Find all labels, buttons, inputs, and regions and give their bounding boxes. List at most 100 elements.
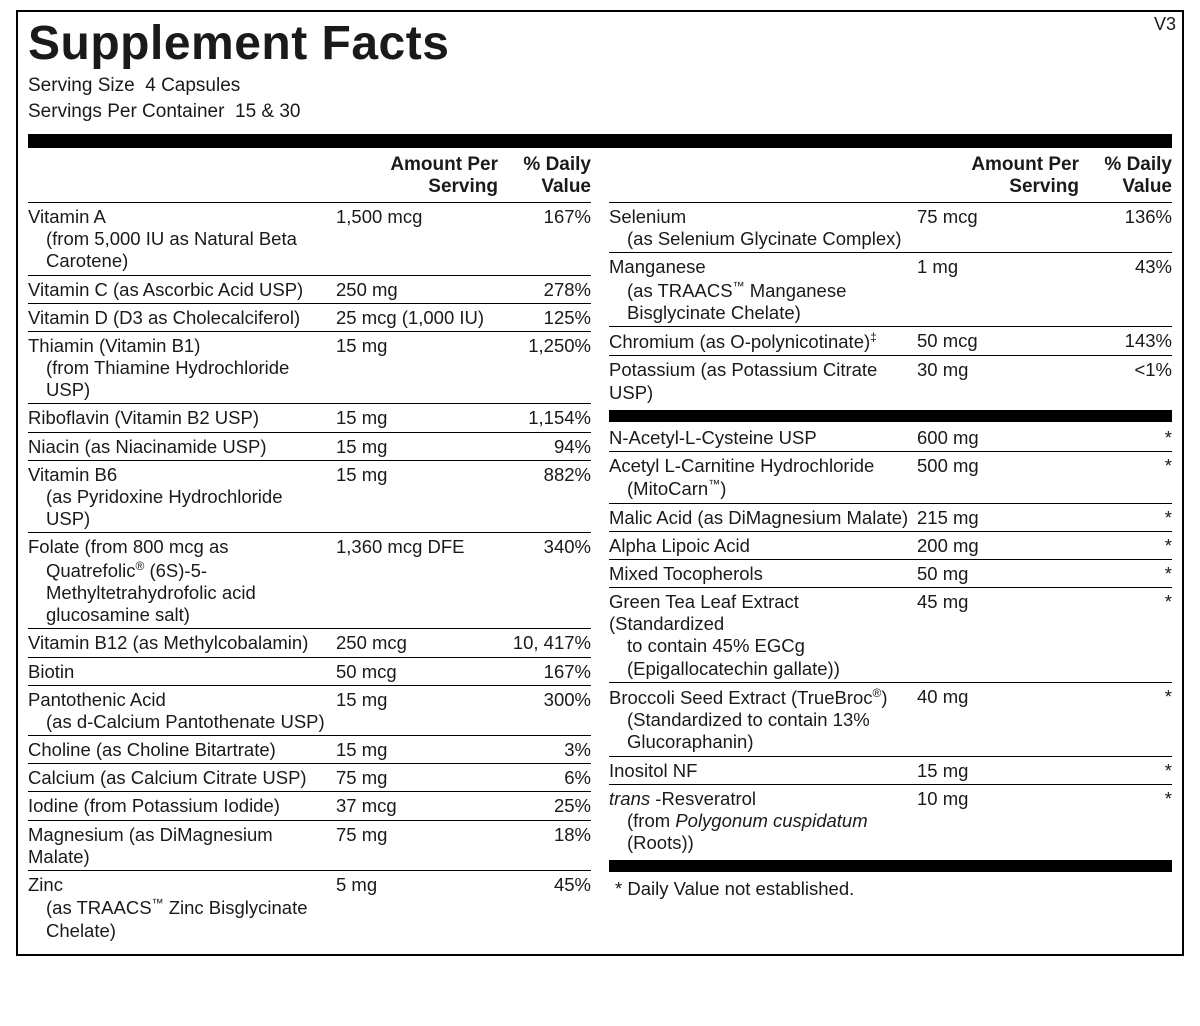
- nutrient-name: Thiamin (Vitamin B1)(from Thiamine Hydro…: [28, 335, 336, 402]
- table-row: Green Tea Leaf Extract (Standardizedto c…: [609, 588, 1172, 683]
- nutrient-amount: 45 mg: [917, 591, 1087, 613]
- nutrient-amount: 10 mg: [917, 788, 1087, 810]
- left-column: Amount Per Serving % Daily Value Vitamin…: [28, 148, 591, 943]
- nutrient-dv: 1,154%: [506, 407, 591, 429]
- nutrient-amount: 250 mg: [336, 279, 506, 301]
- nutrient-sub: (MitoCarn™): [609, 477, 911, 500]
- nutrient-name: Alpha Lipoic Acid: [609, 535, 917, 557]
- table-row: Thiamin (Vitamin B1)(from Thiamine Hydro…: [28, 332, 591, 405]
- table-row: Zinc(as TRAACS™ Zinc Bisglycinate Chelat…: [28, 871, 591, 944]
- nutrient-dv: 94%: [506, 436, 591, 458]
- nutrient-dv: 6%: [506, 767, 591, 789]
- table-row: Vitamin B12 (as Methylcobalamin)250 mcg1…: [28, 629, 591, 657]
- nutrient-name: Vitamin D (D3 as Cholecalciferol): [28, 307, 336, 329]
- nutrient-amount: 15 mg: [336, 464, 506, 486]
- nutrient-amount: 15 mg: [336, 739, 506, 761]
- nutrient-dv: 1,250%: [506, 335, 591, 357]
- serving-size-label: Serving Size: [28, 75, 135, 96]
- table-row: Acetyl L-Carnitine Hydrochloride(MitoCar…: [609, 452, 1172, 504]
- nutrient-sub: (as TRAACS™ Zinc Bisglycinate Chelate): [28, 896, 330, 942]
- nutrient-name: Vitamin B6(as Pyridoxine Hydrochloride U…: [28, 464, 336, 531]
- table-row: Potassium (as Potassium Citrate USP)30 m…: [609, 356, 1172, 405]
- table-row: trans -Resveratrol(from Polygonum cuspid…: [609, 785, 1172, 857]
- table-row: Magnesium (as DiMagnesium Malate)75 mg18…: [28, 821, 591, 871]
- servings-label: Servings Per Container: [28, 101, 224, 122]
- nutrient-name: Choline (as Choline Bitartrate): [28, 739, 336, 761]
- table-row: Alpha Lipoic Acid200 mg*: [609, 532, 1172, 560]
- nutrient-sub: (as Pyridoxine Hydrochloride USP): [28, 486, 330, 530]
- table-row: Niacin (as Niacinamide USP)15 mg94%: [28, 433, 591, 461]
- nutrient-name: Niacin (as Niacinamide USP): [28, 436, 336, 458]
- nutrient-amount: 50 mcg: [917, 330, 1087, 352]
- nutrient-amount: 50 mcg: [336, 661, 506, 683]
- column-header: Amount Per Serving % Daily Value: [28, 148, 591, 203]
- right-column: Amount Per Serving % Daily Value Seleniu…: [609, 148, 1172, 943]
- nutrient-amount: 15 mg: [336, 335, 506, 357]
- nutrient-amount: 600 mg: [917, 427, 1087, 449]
- nutrient-amount: 75 mcg: [917, 206, 1087, 228]
- nutrient-dv: 136%: [1087, 206, 1172, 228]
- nutrient-dv: 3%: [506, 739, 591, 761]
- nutrient-dv: 278%: [506, 279, 591, 301]
- nutrient-name: Vitamin A(from 5,000 IU as Natural Beta …: [28, 206, 336, 273]
- panel-title: Supplement Facts: [28, 16, 1172, 71]
- nutrient-dv: *: [1087, 535, 1172, 557]
- table-row: Manganese(as TRAACS™ Manganese Bisglycin…: [609, 253, 1172, 327]
- nutrient-sub: Quatrefolic® (6S)-5-Methyltetrahydrofoli…: [28, 559, 330, 627]
- nutrient-name: Vitamin B12 (as Methylcobalamin): [28, 632, 336, 654]
- header-amount: Amount Per Serving: [909, 154, 1087, 198]
- nutrient-sub: (as Selenium Glycinate Complex): [609, 228, 911, 250]
- nutrient-amount: 75 mg: [336, 767, 506, 789]
- table-row: Choline (as Choline Bitartrate)15 mg3%: [28, 736, 591, 764]
- nutrient-dv: 882%: [506, 464, 591, 486]
- nutrient-dv: *: [1087, 760, 1172, 782]
- nutrient-sub: (as d-Calcium Pantothenate USP): [28, 711, 330, 733]
- nutrient-dv: 45%: [506, 874, 591, 896]
- table-row: Riboflavin (Vitamin B2 USP)15 mg1,154%: [28, 404, 591, 432]
- table-row: Vitamin C (as Ascorbic Acid USP)250 mg27…: [28, 276, 591, 304]
- nutrient-sub: (as TRAACS™ Manganese Bisglycinate Chela…: [609, 279, 911, 325]
- footnote: * Daily Value not established.: [609, 874, 1172, 900]
- nutrient-dv: <1%: [1087, 359, 1172, 381]
- header-dv: % Daily Value: [506, 154, 591, 198]
- nutrient-name: Potassium (as Potassium Citrate USP): [609, 359, 917, 403]
- nutrient-sub: (from Thiamine Hydrochloride USP): [28, 357, 330, 401]
- nutrient-amount: 15 mg: [917, 760, 1087, 782]
- table-row: Iodine (from Potassium Iodide)37 mcg25%: [28, 792, 591, 820]
- table-row: Broccoli Seed Extract (TrueBroc®)(Standa…: [609, 683, 1172, 757]
- nutrient-dv: 18%: [506, 824, 591, 846]
- nutrient-amount: 15 mg: [336, 407, 506, 429]
- table-row: Folate (from 800 mcg asQuatrefolic® (6S)…: [28, 533, 591, 629]
- table-row: Calcium (as Calcium Citrate USP)75 mg6%: [28, 764, 591, 792]
- nutrient-amount: 15 mg: [336, 436, 506, 458]
- nutrient-name: Inositol NF: [609, 760, 917, 782]
- nutrient-name: Manganese(as TRAACS™ Manganese Bisglycin…: [609, 256, 917, 324]
- nutrient-name: Vitamin C (as Ascorbic Acid USP): [28, 279, 336, 301]
- supplement-facts-panel: V3 Supplement Facts Serving Size 4 Capsu…: [16, 10, 1184, 956]
- nutrient-amount: 30 mg: [917, 359, 1087, 381]
- nutrient-name: Biotin: [28, 661, 336, 683]
- nutrient-amount: 50 mg: [917, 563, 1087, 585]
- nutrient-name: Folate (from 800 mcg asQuatrefolic® (6S)…: [28, 536, 336, 626]
- nutrient-dv: *: [1087, 788, 1172, 810]
- version-tag: V3: [1154, 14, 1176, 35]
- nutrient-name: trans -Resveratrol(from Polygonum cuspid…: [609, 788, 917, 855]
- nutrient-name: Pantothenic Acid(as d-Calcium Pantothena…: [28, 689, 336, 733]
- nutrient-name: Riboflavin (Vitamin B2 USP): [28, 407, 336, 429]
- nutrient-amount: 15 mg: [336, 689, 506, 711]
- nutrient-name: Zinc(as TRAACS™ Zinc Bisglycinate Chelat…: [28, 874, 336, 942]
- nutrient-dv: *: [1087, 427, 1172, 449]
- nutrient-dv: *: [1087, 591, 1172, 613]
- nutrient-dv: 125%: [506, 307, 591, 329]
- nutrient-name: Magnesium (as DiMagnesium Malate): [28, 824, 336, 868]
- header-dv: % Daily Value: [1087, 154, 1172, 198]
- servings-value: 15 & 30: [235, 101, 301, 122]
- nutrient-amount: 40 mg: [917, 686, 1087, 708]
- table-row: Vitamin A(from 5,000 IU as Natural Beta …: [28, 203, 591, 276]
- nutrient-sub: (Standardized to contain 13% Glucoraphan…: [609, 709, 911, 753]
- nutrient-name: Calcium (as Calcium Citrate USP): [28, 767, 336, 789]
- column-header: Amount Per Serving % Daily Value: [609, 148, 1172, 203]
- nutrient-dv: *: [1087, 455, 1172, 477]
- table-row: Biotin50 mcg167%: [28, 658, 591, 686]
- nutrient-dv: 167%: [506, 206, 591, 228]
